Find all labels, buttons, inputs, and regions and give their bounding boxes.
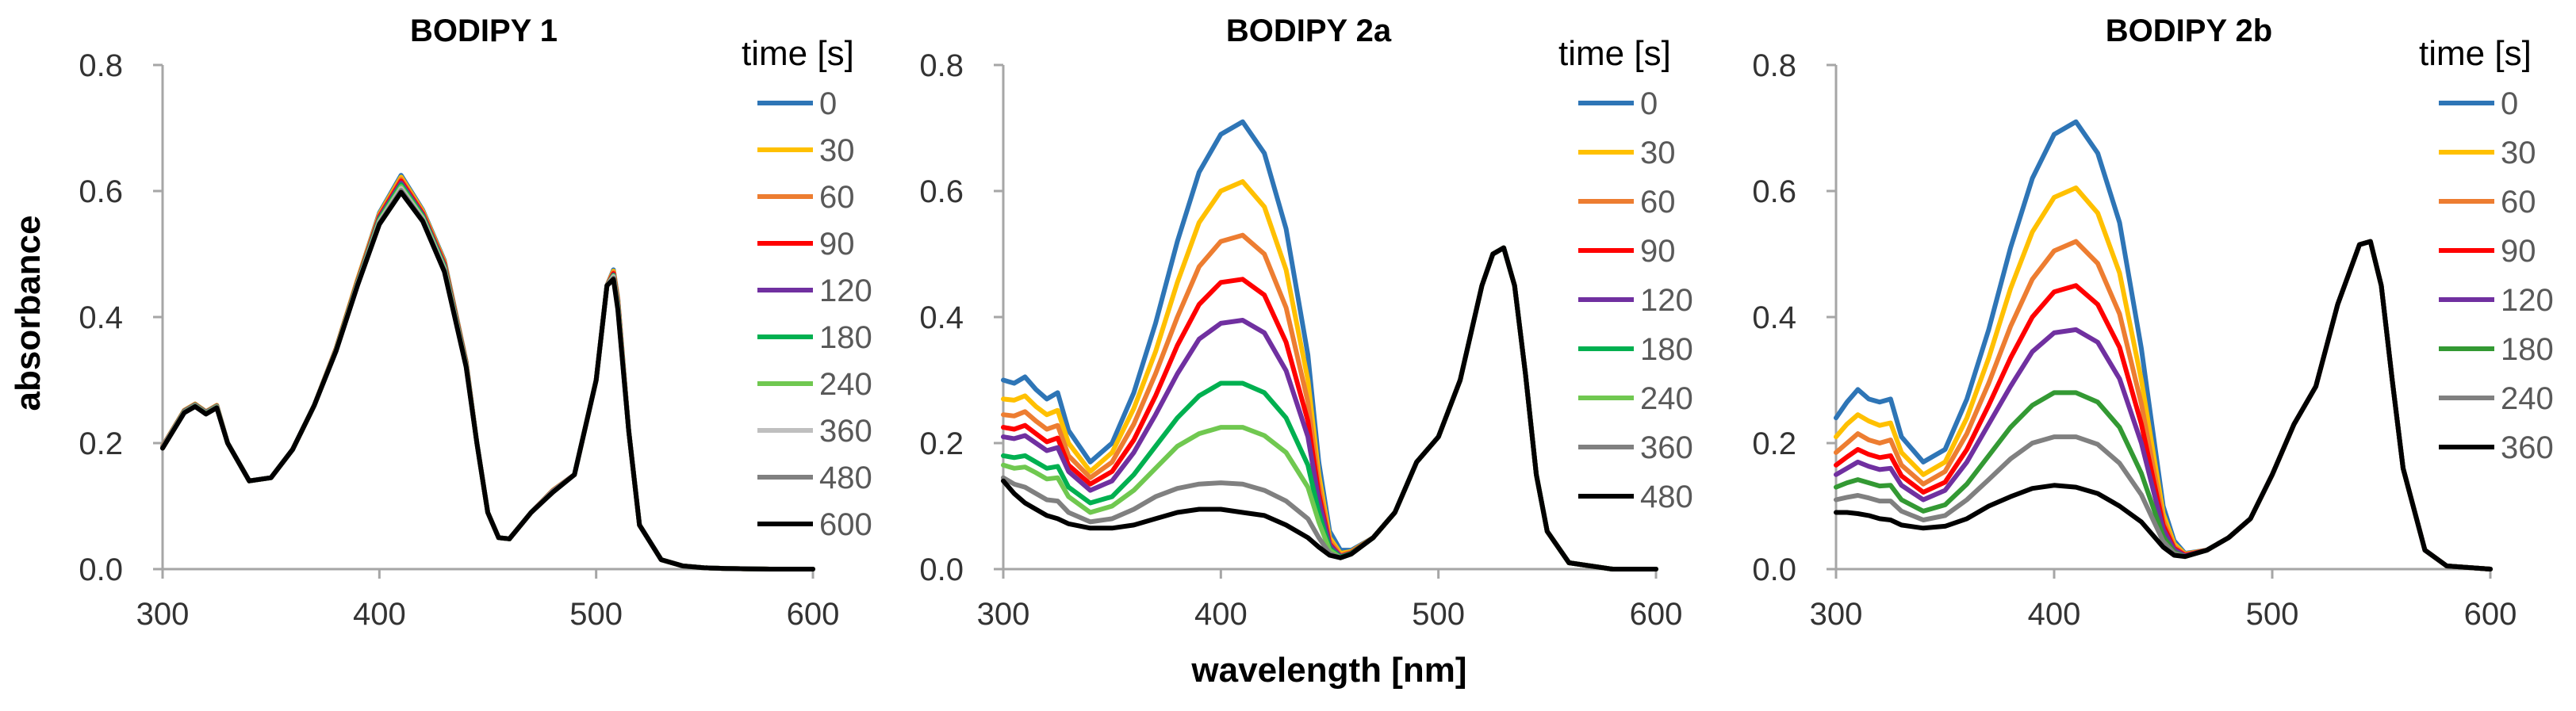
chart-title: BODIPY 2a <box>1226 13 1392 48</box>
legend-label: 0 <box>2501 86 2518 121</box>
legend-label: 90 <box>819 227 855 262</box>
legend-label: 30 <box>1640 136 1676 170</box>
x-tick-label: 600 <box>2464 597 2517 632</box>
x-tick-label: 500 <box>569 597 623 632</box>
legend-label: 30 <box>819 133 855 168</box>
legend-title: time [s] <box>742 34 854 73</box>
y-tick-label: 0.2 <box>79 426 123 461</box>
chart-title: BODIPY 2b <box>2106 13 2272 48</box>
legend-label: 360 <box>2501 430 2554 465</box>
legend-label: 0 <box>1640 86 1658 121</box>
y-tick-label: 0.0 <box>1752 552 1796 587</box>
x-axis-label: wavelength [nm] <box>1190 651 1466 690</box>
legend-label: 0 <box>819 86 837 121</box>
chart-title: BODIPY 1 <box>410 13 558 48</box>
legend-label: 480 <box>819 461 872 495</box>
legend-label: 360 <box>1640 430 1693 465</box>
y-tick-label: 0.6 <box>1752 174 1796 209</box>
legend-label: 90 <box>1640 234 1676 269</box>
legend-label: 600 <box>819 507 872 542</box>
series-line-600 <box>160 189 815 571</box>
legend-label: 240 <box>2501 381 2554 416</box>
legend-label: 240 <box>819 367 872 402</box>
series-line-480 <box>1001 245 1658 571</box>
legend-label: 90 <box>2501 234 2536 269</box>
y-tick-label: 0.0 <box>919 552 964 587</box>
y-tick-label: 0.2 <box>1752 426 1796 461</box>
x-tick-label: 400 <box>2028 597 2081 632</box>
legend-label: 120 <box>819 273 872 308</box>
legend-title: time [s] <box>2419 34 2532 73</box>
legend-label: 240 <box>1640 381 1693 416</box>
x-tick-label: 400 <box>353 597 406 632</box>
legend-label: 30 <box>2501 136 2536 170</box>
y-tick-label: 0.2 <box>919 426 964 461</box>
x-tick-label: 400 <box>1194 597 1248 632</box>
y-tick-label: 0.4 <box>919 300 964 335</box>
y-tick-label: 0.0 <box>79 552 123 587</box>
x-tick-label: 300 <box>136 597 190 632</box>
y-axis-label: absorbance <box>9 216 48 411</box>
y-tick-label: 0.8 <box>79 48 123 83</box>
y-tick-label: 0.8 <box>1752 48 1796 83</box>
series-line-360 <box>1834 239 2493 571</box>
y-tick-label: 0.8 <box>919 48 964 83</box>
legend-label: 480 <box>1640 480 1693 514</box>
legend-title: time [s] <box>1558 34 1671 73</box>
legend-label: 60 <box>819 180 855 215</box>
legend-label: 120 <box>1640 283 1693 318</box>
legend-label: 60 <box>1640 185 1676 220</box>
legend-label: 120 <box>2501 283 2554 318</box>
legend-label: 360 <box>819 414 872 449</box>
y-tick-label: 0.4 <box>79 300 123 335</box>
x-tick-label: 300 <box>1810 597 1863 632</box>
x-tick-label: 600 <box>1630 597 1683 632</box>
x-tick-label: 600 <box>787 597 840 632</box>
x-tick-label: 300 <box>977 597 1030 632</box>
y-tick-label: 0.6 <box>919 174 964 209</box>
legend-label: 180 <box>819 320 872 355</box>
x-tick-label: 500 <box>2246 597 2299 632</box>
legend-label: 180 <box>2501 332 2554 367</box>
y-tick-label: 0.6 <box>79 174 123 209</box>
y-tick-label: 0.4 <box>1752 300 1796 335</box>
x-tick-label: 500 <box>1412 597 1465 632</box>
legend-label: 60 <box>2501 185 2536 220</box>
legend-label: 180 <box>1640 332 1693 367</box>
